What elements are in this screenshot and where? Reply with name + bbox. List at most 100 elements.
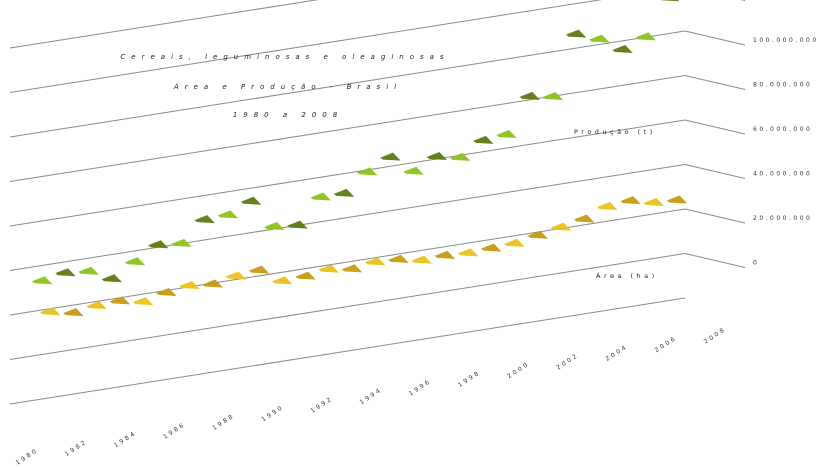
y-tick-label: 40.000.000 [753,171,812,178]
gridline [9,208,686,316]
series-mark [225,271,247,280]
series-mark [310,192,331,201]
series-mark [661,0,680,2]
series-mark [156,287,177,296]
series-mark [388,254,409,263]
y-tick-label: 0 [753,260,759,267]
gridline [9,75,686,182]
y-tick-label: 60.000.000 [753,126,812,133]
series-mark [519,91,540,100]
gridline [9,119,686,227]
gridline-stub [684,119,746,135]
series-mark [55,268,76,277]
series-mark [612,44,633,53]
series-mark [78,266,99,275]
x-tick-label: 2004 [604,343,629,363]
series-mark [295,271,316,280]
series-mark [589,34,610,43]
series-producao [32,0,680,285]
series-mark [411,255,432,264]
y-tick-label: 80.000.000 [753,82,812,89]
x-tick-label: 2008 [703,326,728,346]
series-mark [101,274,123,283]
x-tick-label: 2002 [555,352,580,372]
series-mark [573,214,595,223]
y-tick-label: 20.000.000 [753,215,812,222]
gridlines [9,0,746,405]
x-tick-label: 1984 [113,430,138,450]
series-mark [527,230,548,239]
series-mark [620,196,641,205]
series-mark [565,29,587,38]
gridline-stub [684,253,746,268]
series-mark [171,238,192,247]
series-mark [550,222,572,231]
series-mark [341,264,363,273]
series-mark [333,188,355,197]
series-label-producao: Produção (t) [574,128,656,136]
series-mark [272,276,293,285]
chart-period: 1980 a 2008 [233,111,343,119]
x-tick-label: 1994 [359,386,384,406]
series-mark [496,129,517,138]
series-mark [40,307,61,316]
gridline [9,0,603,93]
series-mark [248,265,270,274]
series-mark [426,152,448,161]
series-mark [202,279,223,288]
series-mark [63,308,84,317]
gridline [9,30,686,138]
gridline [9,253,686,360]
x-tick-label: 1980 [15,447,40,467]
x-tick-label: 1988 [211,412,236,432]
x-tick-label: 1986 [162,421,187,441]
series-mark [380,152,401,161]
series-mark [194,215,215,224]
series-mark [434,250,456,259]
x-tick-label: 1998 [457,369,482,389]
series-mark [357,167,378,176]
series-mark [365,257,386,266]
y-tick-label: 100.000.000 [753,37,819,44]
series-mark [86,301,107,310]
series-mark [635,32,656,41]
gridline-stub [740,0,746,1]
series-mark [457,248,479,257]
series-mark [179,280,200,289]
gridline-stub [684,30,746,46]
series-mark [542,91,564,100]
series-area [40,195,688,317]
gridline-stub [684,164,746,179]
x-tick-label: 1990 [260,404,285,424]
series-label-area: Área (ha) [596,271,658,280]
series-mark [240,196,262,205]
series-mark [109,296,131,305]
series-mark [124,257,146,266]
x-tick-label: 1996 [408,378,433,398]
gridline [9,297,686,405]
series-mark [148,240,169,249]
series-mark [597,201,618,210]
x-tick-label: 2000 [506,360,531,380]
series-mark [666,195,688,204]
gridline-stub [684,208,746,224]
series-mark [287,220,308,229]
series-mark [481,243,502,252]
series-mark [32,276,53,285]
series-mark [217,210,239,219]
chart-title: Cereais, leguminosas e oleaginosas [120,53,449,61]
series-mark [504,238,525,247]
y-tick-labels: 0 20.000.000 40.000.000 60.000.000 80.000.00… [753,37,819,267]
x-tick-label: 2006 [654,335,679,355]
series-mark [318,264,339,273]
series-mark [643,198,664,207]
series-mark [132,297,154,306]
series-mark [264,222,285,231]
gridline [9,164,686,271]
gridline [9,0,319,49]
series-mark [473,135,494,144]
series-mark [403,166,424,175]
gridline-stub [684,75,746,90]
x-tick-label: 1992 [310,395,335,415]
